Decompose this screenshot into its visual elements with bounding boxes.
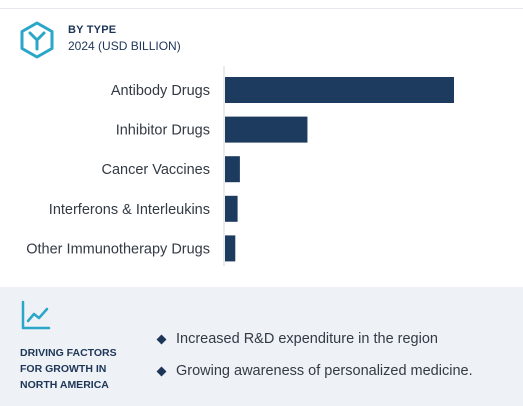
category-label: Interferons & Interleukins: [49, 202, 210, 218]
category-label: Antibody Drugs: [111, 83, 210, 99]
diamond-bullet-icon: [156, 334, 167, 344]
factor-text: Growing awareness of personalized medici…: [176, 363, 473, 379]
bar: [225, 116, 308, 143]
category-label: Other Immunotherapy Drugs: [26, 241, 210, 257]
category-label: Cancer Vaccines: [101, 162, 210, 178]
section-title: BY TYPE: [68, 24, 117, 36]
factor-text: Increased R&D expenditure in the region: [176, 331, 438, 347]
driving-factors-title-line: NORTH AMERICA: [20, 379, 109, 391]
trend-line-icon: [21, 300, 51, 330]
driving-factors-title: DRIVING FACTORS FOR GROWTH IN NORTH AMER…: [20, 345, 140, 393]
driving-factors-list: Increased R&D expenditure in the region …: [156, 323, 473, 387]
diamond-bullet-icon: [156, 366, 167, 376]
driving-factors-title-line: DRIVING FACTORS: [20, 347, 117, 359]
bar: [225, 235, 236, 262]
driving-factors-title-line: FOR GROWTH IN: [20, 363, 107, 375]
factor-item: Increased R&D expenditure in the region: [156, 323, 473, 355]
bar: [225, 156, 240, 183]
section-subtitle: 2024 (USD BILLION): [68, 39, 181, 53]
category-label: Inhibitor Drugs: [116, 123, 210, 139]
hexagon-y-logo-icon: [20, 21, 54, 59]
top-divider: [0, 8, 523, 9]
bar: [225, 195, 238, 222]
factor-item: Growing awareness of personalized medici…: [156, 355, 473, 387]
bar: [225, 77, 454, 103]
bar-chart: Antibody Drugs Inhibitor Drugs Cancer Vacc…: [26, 66, 454, 266]
driving-factors-panel: DRIVING FACTORS FOR GROWTH IN NORTH AMER…: [0, 287, 523, 406]
